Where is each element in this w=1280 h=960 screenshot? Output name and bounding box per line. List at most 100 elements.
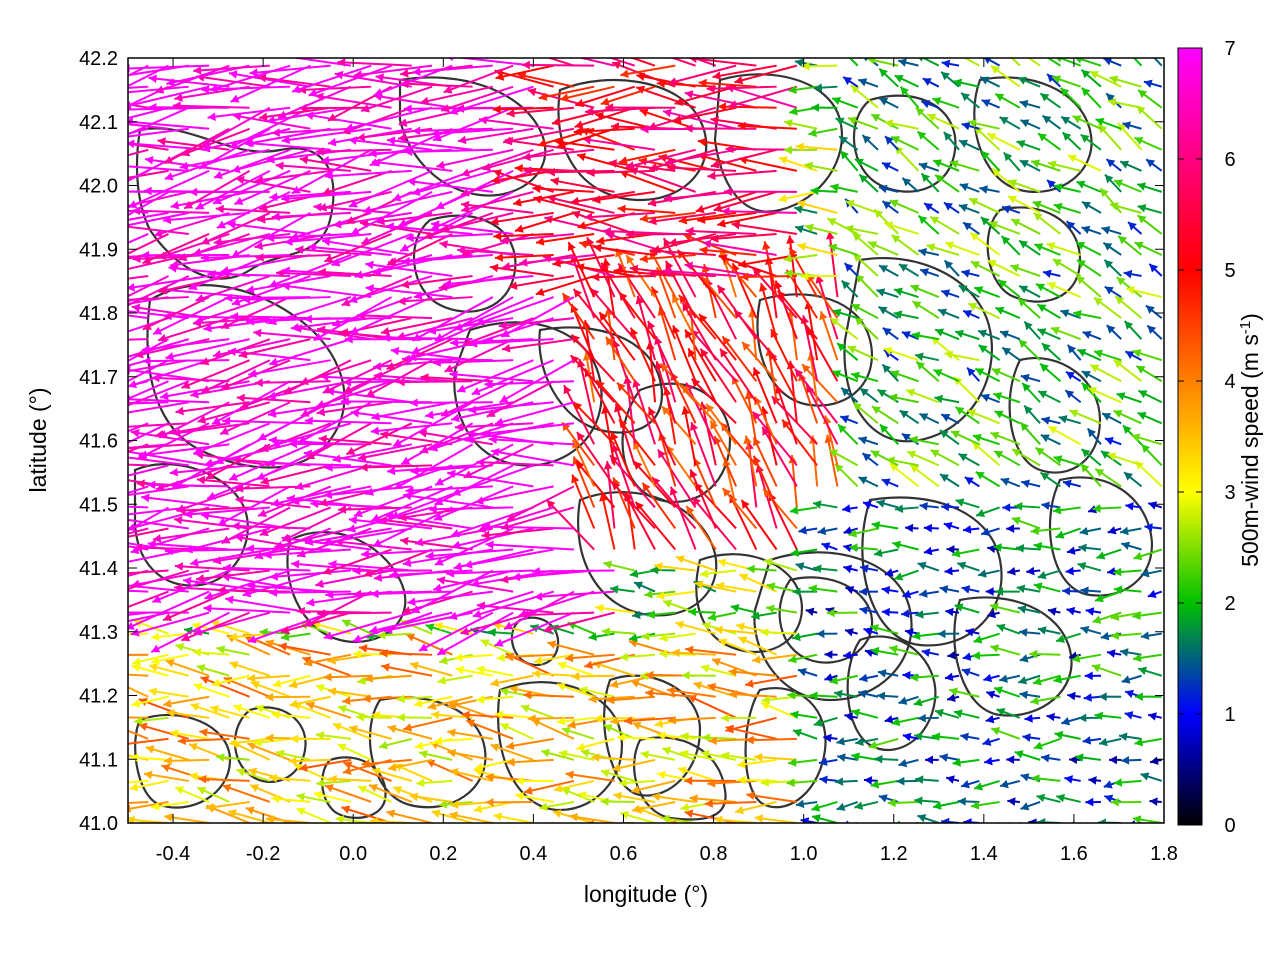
wind-arrow bbox=[863, 776, 879, 785]
wind-arrow bbox=[647, 269, 716, 278]
wind-arrow bbox=[128, 485, 149, 495]
wind-arrow bbox=[128, 589, 149, 593]
wind-arrow bbox=[454, 653, 493, 662]
wind-arrow bbox=[840, 279, 859, 298]
wind-arrow bbox=[540, 748, 575, 761]
wind-arrow bbox=[128, 339, 129, 341]
wind-arrow bbox=[754, 814, 798, 823]
wind-arrow bbox=[625, 148, 696, 170]
wind-arrow bbox=[961, 668, 980, 677]
wind-arrow bbox=[613, 791, 656, 803]
wind-arrow bbox=[195, 169, 271, 210]
wind-arrow bbox=[461, 710, 514, 720]
wind-arrow bbox=[1027, 58, 1041, 67]
colorbar-tick-label: 1 bbox=[1224, 704, 1235, 726]
wind-arrow bbox=[1018, 285, 1041, 298]
wind-arrow bbox=[941, 59, 960, 69]
wind-arrow bbox=[548, 822, 554, 823]
wind-arrow bbox=[878, 184, 899, 194]
wind-arrow bbox=[1011, 448, 1041, 467]
wind-arrow bbox=[591, 753, 635, 762]
wind-arrow bbox=[1017, 76, 1041, 88]
wind-arrow bbox=[211, 674, 250, 688]
wind-arrow bbox=[986, 132, 1021, 151]
wind-arrow bbox=[1039, 92, 1061, 109]
wind-arrow bbox=[1031, 774, 1061, 783]
wind-arrow bbox=[1138, 389, 1163, 404]
wind-arrow bbox=[527, 714, 574, 723]
wind-arrow bbox=[983, 673, 1000, 683]
wind-arrow bbox=[495, 64, 554, 81]
wind-arrow bbox=[831, 370, 859, 383]
wind-arrow bbox=[775, 385, 798, 445]
wind-arrow bbox=[266, 232, 352, 243]
wind-arrow bbox=[678, 211, 737, 225]
wind-arrow bbox=[851, 708, 879, 719]
wind-arrow bbox=[443, 64, 514, 94]
wind-arrow bbox=[1066, 344, 1082, 361]
wind-arrow bbox=[534, 590, 615, 601]
wind-arrow bbox=[265, 692, 311, 702]
wind-arrow bbox=[128, 359, 210, 389]
wind-arrow bbox=[879, 423, 899, 446]
wind-arrow bbox=[315, 147, 392, 156]
wind-arrow bbox=[568, 822, 574, 823]
wind-arrow bbox=[1124, 711, 1142, 720]
wind-arrow bbox=[130, 753, 169, 762]
wind-arrow bbox=[685, 645, 737, 656]
wind-arrow bbox=[829, 674, 858, 685]
wind-arrow bbox=[1145, 304, 1163, 319]
wind-arrow bbox=[128, 506, 210, 532]
plot-area bbox=[128, 58, 1164, 823]
wind-arrow bbox=[1053, 455, 1081, 467]
wind-arrow bbox=[834, 463, 859, 488]
wind-arrow bbox=[707, 611, 737, 622]
wind-arrow bbox=[1087, 386, 1122, 404]
wind-arrow bbox=[128, 506, 189, 516]
wind-arrow bbox=[1103, 58, 1122, 67]
wind-arrow bbox=[577, 58, 615, 67]
wind-arrow bbox=[1052, 505, 1081, 515]
wind-arrow bbox=[213, 148, 291, 179]
wind-arrow bbox=[684, 90, 757, 109]
wind-arrow bbox=[723, 187, 797, 196]
wind-arrow bbox=[449, 85, 534, 115]
wind-arrow bbox=[894, 504, 919, 514]
wind-arrow bbox=[576, 152, 636, 172]
wind-arrow bbox=[700, 664, 737, 677]
wind-arrow bbox=[617, 204, 676, 214]
wind-arrow bbox=[625, 230, 696, 239]
wind-arrow bbox=[332, 722, 372, 740]
wind-arrow bbox=[874, 754, 899, 764]
wind-arrow bbox=[737, 758, 777, 769]
wind-arrow bbox=[672, 325, 697, 382]
wind-arrow bbox=[919, 589, 939, 598]
wind-arrow bbox=[476, 665, 514, 677]
wind-arrow bbox=[313, 790, 352, 803]
wind-arrow bbox=[427, 695, 473, 711]
wind-arrow bbox=[412, 64, 493, 76]
wind-arrow bbox=[945, 775, 960, 784]
wind-arrow bbox=[934, 328, 960, 341]
wind-arrow bbox=[801, 61, 838, 71]
wind-arrow bbox=[866, 58, 899, 67]
wind-arrow bbox=[546, 167, 615, 177]
wind-arrow bbox=[829, 317, 859, 340]
wind-arrow bbox=[491, 169, 554, 185]
wind-arrow bbox=[1144, 523, 1162, 532]
wind-arrow bbox=[741, 341, 778, 382]
wind-arrow bbox=[183, 169, 251, 210]
wind-arrow bbox=[1135, 365, 1163, 383]
wind-arrow bbox=[152, 527, 230, 543]
wind-arrow bbox=[517, 71, 575, 88]
wind-arrow bbox=[546, 58, 575, 67]
wind-arrow bbox=[194, 296, 271, 324]
wind-arrow bbox=[852, 252, 879, 277]
wind-arrow bbox=[850, 303, 879, 319]
wind-arrow bbox=[1075, 241, 1102, 256]
wind-arrow bbox=[257, 73, 331, 88]
wind-arrow bbox=[994, 92, 1021, 109]
wind-arrow bbox=[962, 221, 980, 235]
wind-arrow bbox=[128, 233, 149, 244]
wind-arrow bbox=[855, 273, 879, 298]
